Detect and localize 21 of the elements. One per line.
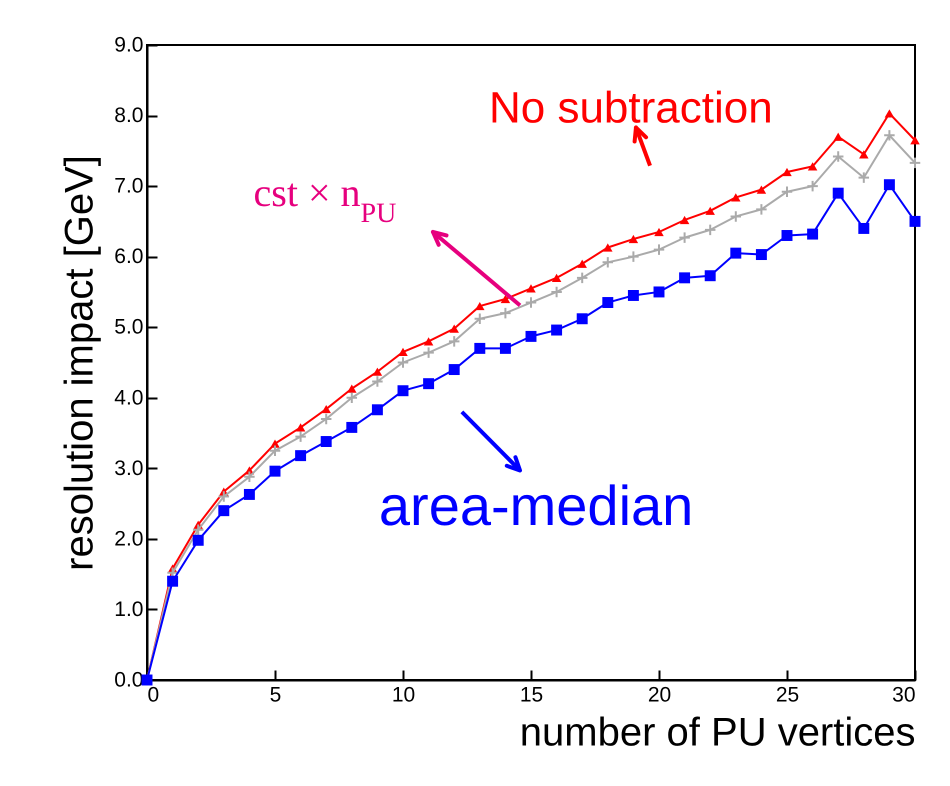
y-tick-label: 1.0 [114, 598, 144, 621]
y-tick-label: 7.0 [114, 174, 144, 198]
x-tick-label: 15 [520, 684, 544, 706]
legend-label: area-median [378, 474, 694, 537]
text: cst × n$_{PU}$ [254, 170, 396, 228]
x-tick-label: 5 [270, 684, 282, 706]
y-axis-title: resolution impact [GeV] [57, 155, 102, 571]
y-tick-label: 4.0 [114, 386, 144, 410]
y-tick-label: 5.0 [114, 316, 144, 339]
x-axis-title: number of PU vertices [520, 710, 916, 754]
x-tick-label: 25 [776, 684, 800, 706]
y-tick-label: 8.0 [114, 104, 144, 128]
y-tick-label: 2.0 [114, 527, 144, 550]
series-label: No subtraction [488, 84, 773, 133]
y-tick-label: 9.0 [114, 34, 144, 56]
y-tick-label: 6.0 [114, 245, 144, 268]
x-tick-label: 0 [148, 684, 160, 706]
y-tick-label: 3.0 [114, 456, 144, 480]
x-tick-label: 30 [892, 684, 916, 706]
x-tick-label: 20 [648, 684, 672, 706]
x-tick-label: 10 [392, 684, 416, 706]
